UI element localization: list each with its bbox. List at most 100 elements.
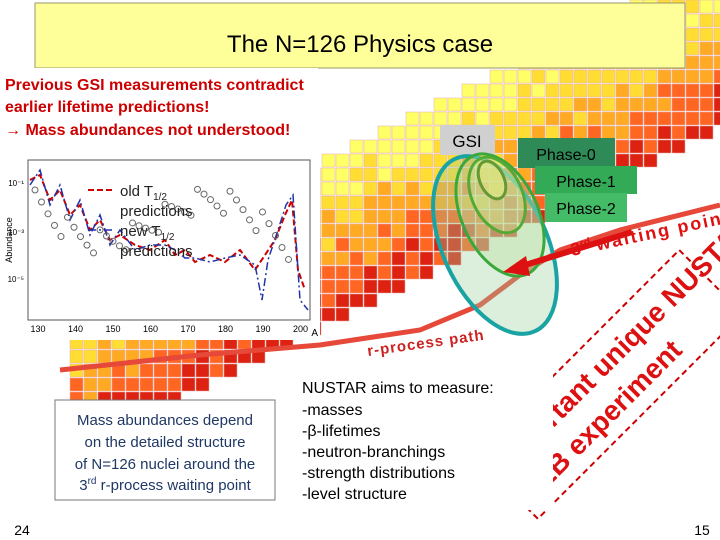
nuclide-cell [349,251,364,266]
nuclide-cell [97,377,112,392]
nuclide-cell [573,125,588,140]
inset-data-points [31,185,292,263]
nuclide-cell [517,83,532,98]
inset-y-tick: 10⁻¹ [8,179,24,188]
inset-point [70,223,78,231]
nuclide-cell [657,139,672,154]
nuclide-cell [475,111,490,126]
nuclide-cell [419,209,434,224]
inset-point [148,226,156,234]
mass-line: of N=126 nuclei around the [75,456,256,473]
legend-old: old T1/2 predictions [120,183,193,220]
nustar-item: -strength distributions [302,465,455,482]
nuclide-cell [643,97,658,112]
nuclide-cell [699,69,714,84]
nuclide-cell [391,223,406,238]
nuclide-cell [349,167,364,182]
phase-0-label: Phase-0 [536,147,596,164]
nuclide-cell [573,69,588,84]
nuclide-cell [685,111,700,126]
nuclide-cell [699,83,714,98]
nuclide-cell [69,377,84,392]
nuclide-cell [377,125,392,140]
nuclide-cell [489,83,504,98]
label-sup: rd [578,236,591,250]
nuclide-cell [349,237,364,252]
nuclide-cell [363,153,378,168]
nuclide-cell [503,69,518,84]
phase-0-box [518,138,615,168]
nuclide-cell [377,251,392,266]
nuclide-cell [377,279,392,294]
inset-point [239,206,247,214]
inset-point [44,210,52,218]
nuclide-cell [363,139,378,154]
inset-x-tick: 180 [218,324,233,334]
nuclide-cell [377,223,392,238]
nuclide-cell [349,195,364,210]
nuclide-cell [643,83,658,98]
inset-x-tick: 150 [105,324,120,334]
inset-point [109,237,117,245]
nuclide-cell [363,279,378,294]
nuclide-cell [699,0,714,14]
inset-x-ticks: 130 140 150 160 170 180 190 200 [30,324,308,334]
nuclide-cell [405,139,420,154]
nuclide-cell [335,209,350,224]
nuclide-cell [685,55,700,70]
nuclide-cell [643,69,658,84]
label-part: 3 [569,238,583,260]
inset-point [252,227,260,235]
nuclide-cell [713,0,720,14]
nuclide-cell [461,83,476,98]
nuclide-cell [419,111,434,126]
nuclide-cell [335,265,350,280]
nuclide-cell [181,363,196,378]
legend-text: new T [120,223,161,240]
intro-line: Previous GSI measurements contradict [5,77,304,94]
nuclide-cell [419,223,434,238]
nuclide-cell [349,181,364,196]
nuclide-cell [447,251,462,266]
nuclide-cell [405,167,420,182]
nuclide-cell [545,69,560,84]
inset-point [51,221,58,229]
nuclide-cell [69,349,84,364]
nuclide-cell [545,111,560,126]
inset-point [181,208,188,216]
nuclide-cell [461,209,476,224]
nuclide-cell [559,111,574,126]
nuclide-cell [419,251,434,266]
nuclide-cell [153,363,168,378]
inset-point [246,216,253,224]
inset-x-tick: 140 [68,324,83,334]
nuclide-cell [503,111,518,126]
mass-line: 3rd r-process waiting point [79,476,251,494]
nuclide-cell [391,251,406,266]
nuclide-cell [83,377,98,392]
inset-point [31,186,39,194]
nuclide-cell [391,125,406,140]
nuclide-cell [657,97,672,112]
nuclide-cell [321,195,336,210]
inset-point [213,202,221,210]
nuclide-cell [153,377,168,392]
inset-y-tick: 10⁻³ [8,228,24,237]
nuclide-cell [699,111,714,126]
nuclide-cell [615,83,630,98]
nuclide-cell [657,69,672,84]
nuclide-cell [573,111,588,126]
inset-x-tick: 200 [293,324,308,334]
nuclide-cell [615,97,630,112]
inset-point [83,241,91,249]
nuclide-cell [349,223,364,238]
nuclide-cell [405,251,420,266]
nuclide-cell [475,83,490,98]
inset-point [168,202,175,210]
inset-point [187,211,195,219]
inset-y-label: Abundance [4,217,14,263]
nuclide-cell [377,237,392,252]
nuclide-cell [349,209,364,224]
mass-box [54,399,276,501]
nuclide-cell [321,209,336,224]
